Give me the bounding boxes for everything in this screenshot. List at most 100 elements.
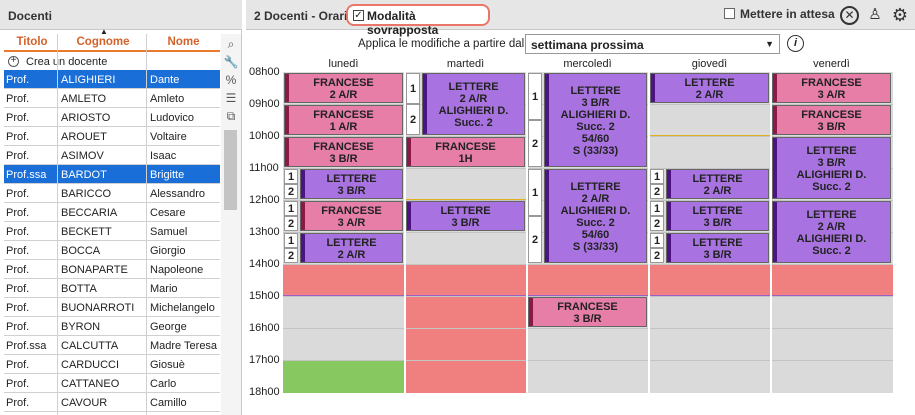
teacher-row[interactable]: Prof. AROUET Voltaire [4,127,220,146]
apply-from-select[interactable]: settimana prossima ▼ [525,34,780,54]
close-circle-icon[interactable]: ✕ [840,6,859,25]
day-header[interactable]: lunedì [328,58,359,70]
lesson-block[interactable]: LETTERE 3 B/R [300,169,403,199]
teacher-row[interactable]: Prof. ASIMOV Isaac [4,146,220,165]
teacher-row[interactable]: Prof. BONAPARTE Napoleone [4,260,220,279]
teacher-title: Prof. [6,188,30,200]
list-icon[interactable]: ☰ [225,91,237,105]
lesson-detail: 54/60 [581,133,610,145]
lesson-subject: FRANCESE [313,141,374,153]
teacher-surname: CALCUTTA [61,340,119,352]
teacher-surname: BECCARIA [61,207,118,219]
lesson-detail: Succ. 2 [454,117,493,129]
available-band [283,360,405,393]
teacher-row[interactable]: Prof. BYRON George [4,317,220,336]
overlay-mode-toggle[interactable]: ✓ Modalità sovrapposta [346,4,490,37]
teacher-row[interactable]: Prof. ALIGHIERI Dante [4,70,220,89]
day-header[interactable]: giovedì [691,58,728,70]
lesson-detail: Succ. 2 [576,121,615,133]
column-header-cognome[interactable]: Cognome [76,36,130,48]
lesson-block[interactable]: FRANCESE 3 B/R [284,137,403,167]
teacher-row[interactable]: Prof. BECKETT Samuel [4,222,220,241]
create-teacher-row[interactable]: + Crea un docente [4,54,220,70]
teacher-row[interactable]: Prof. BUONARROTI Michelangelo [4,298,220,317]
percent-icon[interactable]: % [225,73,237,87]
lesson-subject: LETTERE [570,181,621,193]
lesson-block[interactable]: FRANCESE 3 A/R [300,201,403,231]
day-header[interactable]: mercoledì [563,58,612,70]
sort-arrow-icon: ▲ [100,27,108,36]
checkbox-checked-icon: ✓ [353,10,364,21]
teacher-name: Madre Teresa [150,340,218,352]
teacher-row[interactable]: Prof. CARDUCCI Giosuè [4,355,220,374]
lesson-block[interactable]: LETTERE 3 B/R [406,201,525,231]
day-header[interactable]: martedì [446,58,485,70]
lesson-subject: LETTERE [806,145,857,157]
lesson-block[interactable]: FRANCESE 1H [406,137,525,167]
teacher-row[interactable]: Prof. CAVOUR Camillo [4,393,220,412]
teacher-row[interactable]: Prof. BOCCA Giorgio [4,241,220,260]
lesson-detail: 2 A/R [703,185,732,197]
lesson-detail: 3 B/R [573,313,602,325]
lesson-block[interactable]: LETTERE 2 A/R [300,233,403,263]
scrollbar-thumb[interactable] [224,130,237,210]
lesson-block[interactable]: FRANCESE 3 A/R [772,73,891,103]
lesson-subject: LETTERE [570,85,621,97]
lesson-block[interactable]: LETTERE 3 B/R ALIGHIERI D. Succ. 2 [772,137,891,199]
slot-number: 2 [528,120,542,167]
lesson-detail: Succ. 2 [812,245,851,257]
lesson-block[interactable]: LETTERE 3 B/R [666,233,769,263]
teacher-row[interactable]: Prof. ARIOSTO Ludovico [4,108,220,127]
teacher-row[interactable]: Prof. AMLETO Amleto [4,89,220,108]
lesson-subject: LETTERE [692,205,743,217]
lesson-block[interactable]: FRANCESE 3 B/R [528,297,647,327]
lesson-block[interactable]: LETTERE 2 A/R [650,73,769,103]
lesson-block[interactable]: LETTERE 3 B/R [666,201,769,231]
search-icon[interactable]: ⌕ [227,37,235,51]
lesson-block[interactable]: LETTERE 3 B/R ALIGHIERI D. Succ. 2 54/60 S (3… [544,73,647,167]
slot-number: 1 [528,73,542,120]
teacher-surname: BARDOT [61,169,107,181]
info-icon[interactable]: i [787,35,804,52]
copy-icon[interactable]: ⧉ [226,109,236,123]
lesson-subject: LETTERE [326,173,377,185]
teacher-row[interactable]: Prof. BARICCO Alessandro [4,184,220,203]
teacher-row[interactable]: Prof. BECCARIA Cesare [4,203,220,222]
lesson-block[interactable]: FRANCESE 3 B/R [772,105,891,135]
lesson-block[interactable]: LETTERE 2 A/R ALIGHIERI D. Succ. 2 [772,201,891,263]
lesson-block[interactable]: LETTERE 2 A/R [666,169,769,199]
teacher-row[interactable]: Prof. BOTTA Mario [4,279,220,298]
column-header-nome[interactable]: Nome [167,36,200,48]
teacher-title: Prof. [6,359,30,371]
teacher-row[interactable]: Prof.ssa CALCUTTA Madre Teresa [4,336,220,355]
day-header[interactable]: venerdì [813,58,850,70]
lesson-block[interactable]: LETTERE 2 A/R ALIGHIERI D. Succ. 2 54/60 S (3… [544,169,647,263]
teacher-name: Camillo [150,397,187,409]
teacher-surname: BOCCA [61,245,101,257]
column-header-titolo[interactable]: Titolo [16,36,48,48]
lesson-detail: 3 B/R [703,249,732,261]
wrench-icon[interactable]: 🔧 [223,55,239,69]
lesson-block[interactable]: FRANCESE 2 A/R [284,73,403,103]
lesson-detail: S (33/33) [572,241,619,253]
teacher-surname: BOTTA [61,283,97,295]
person-icon[interactable]: ♙ [868,6,882,23]
apply-from-label: Applica le modifiche a partire dalla [358,38,534,50]
teacher-title: Prof. [6,264,30,276]
lesson-detail: ALIGHIERI D. [560,205,631,217]
lesson-block[interactable]: LETTERE 2 A/R ALIGHIERI D. Succ. 2 [422,73,525,135]
lesson-detail: 3 A/R [817,89,846,101]
teacher-title: Prof. [6,112,30,124]
unavailable-band [283,264,893,296]
side-toolbar: ⌕ 🔧 % ☰ ⧉ [221,34,241,415]
teacher-name: Ludovico [150,112,195,124]
teacher-row[interactable]: Prof. CATTANEO Carlo [4,374,220,393]
lesson-block[interactable]: FRANCESE 1 A/R [284,105,403,135]
slot-number: 2 [528,216,542,263]
gear-icon[interactable]: ⚙ [891,5,909,25]
day-divider [648,72,650,393]
hour-label: 11h00 [249,162,279,174]
lesson-detail: 54/60 [581,229,610,241]
teacher-name: George [150,321,187,333]
teacher-row[interactable]: Prof.ssa BARDOT Brigitte [4,165,220,184]
